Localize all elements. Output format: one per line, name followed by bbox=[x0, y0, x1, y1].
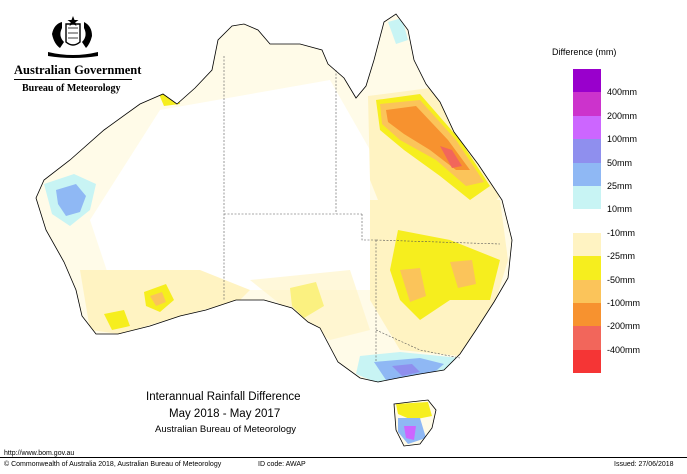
legend-swatch bbox=[573, 162, 601, 186]
legend-swatch bbox=[573, 232, 601, 257]
legend-swatch bbox=[573, 186, 601, 210]
legend-label: -10mm bbox=[607, 227, 636, 238]
legend-swatch bbox=[573, 326, 601, 350]
region-tas-yellow bbox=[396, 402, 432, 420]
region-west-midblue bbox=[56, 184, 86, 216]
header-divider bbox=[14, 79, 132, 80]
legend-label: -400mm bbox=[607, 344, 641, 355]
footer-url[interactable]: http://www.bom.gov.au bbox=[4, 450, 75, 457]
border-sa-qld bbox=[361, 214, 376, 241]
legend-label: 10mm bbox=[607, 204, 633, 215]
map-title: Interannual Rainfall Difference bbox=[146, 391, 301, 403]
border-qld-nsw bbox=[375, 239, 501, 245]
legend-swatch bbox=[573, 139, 601, 163]
region-sa-cream bbox=[250, 270, 370, 340]
footer-issued: Issued: 27/06/2018 bbox=[614, 461, 674, 468]
region-east-lightorange bbox=[400, 268, 426, 302]
region-tas-purple bbox=[404, 426, 416, 440]
rainfall-shading bbox=[44, 18, 508, 444]
legend-swatch bbox=[573, 256, 601, 280]
legend-label: 200mm bbox=[607, 110, 638, 121]
legend-label: 400mm bbox=[607, 87, 638, 98]
legend-title: Difference (mm) bbox=[552, 47, 617, 57]
region-qld-red bbox=[440, 146, 462, 168]
map-period: May 2018 - May 2017 bbox=[169, 408, 281, 420]
legend-label: -50mm bbox=[607, 274, 636, 285]
bureau-title: Bureau of Meteorology bbox=[22, 83, 121, 94]
legend-swatch bbox=[573, 115, 601, 140]
legend-label: -200mm bbox=[607, 321, 641, 332]
region-southwest-orange bbox=[150, 292, 166, 306]
legend-swatch bbox=[573, 279, 601, 303]
region-interior-white bbox=[90, 80, 370, 290]
map-source: Australian Bureau of Meteorology bbox=[155, 424, 296, 435]
legend-label: -25mm bbox=[607, 251, 636, 262]
footer-id-code: ID code: AWAP bbox=[258, 461, 306, 468]
state-borders bbox=[223, 56, 501, 362]
region-vic-purple bbox=[392, 364, 420, 376]
legend-swatch bbox=[573, 209, 601, 233]
legend-label: 50mm bbox=[607, 157, 633, 168]
footer-copyright: © Commonwealth of Australia 2018, Austra… bbox=[4, 461, 222, 468]
region-capeyork-blue bbox=[388, 18, 408, 44]
legend-label: 100mm bbox=[607, 134, 638, 145]
legend-swatch bbox=[573, 92, 601, 116]
legend-swatch bbox=[573, 303, 601, 327]
legend-label: -100mm bbox=[607, 298, 641, 308]
legend-swatch bbox=[573, 69, 601, 93]
government-title: Australian Government bbox=[14, 63, 142, 77]
legend-swatch bbox=[573, 349, 601, 374]
legend-label: 25mm bbox=[607, 181, 633, 191]
region-southwest-yellow2 bbox=[104, 310, 130, 330]
coat-of-arms-icon bbox=[48, 16, 98, 58]
footer-divider bbox=[0, 457, 687, 458]
region-east-lightorange2 bbox=[450, 260, 476, 288]
